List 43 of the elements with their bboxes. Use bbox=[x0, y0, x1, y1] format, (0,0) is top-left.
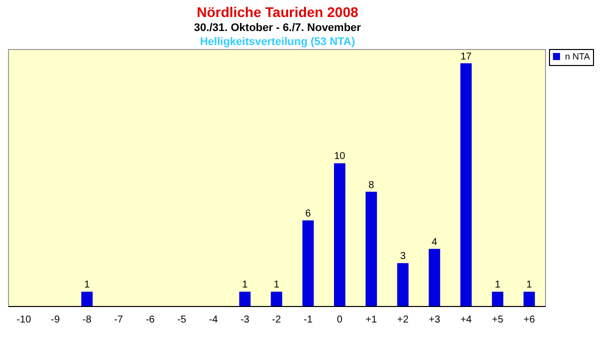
x-tick-label: -5 bbox=[177, 314, 187, 326]
bar bbox=[460, 63, 472, 306]
data-label: 17 bbox=[460, 51, 472, 62]
x-tick-label: 0 bbox=[336, 314, 343, 326]
bar bbox=[492, 292, 504, 306]
bar bbox=[239, 292, 251, 306]
bar bbox=[428, 248, 440, 306]
data-label: 1 bbox=[242, 280, 248, 291]
x-tick-label: +1 bbox=[366, 314, 378, 326]
x-tick-label: -4 bbox=[208, 314, 218, 326]
data-label: 1 bbox=[494, 280, 501, 291]
bar bbox=[524, 292, 535, 306]
bar bbox=[397, 263, 409, 306]
x-tick-label: -8 bbox=[82, 314, 92, 326]
x-tick-label: +5 bbox=[492, 314, 504, 326]
x-tick-label: -10 bbox=[16, 314, 32, 326]
data-label: 1 bbox=[526, 280, 532, 291]
x-tick-label: -9 bbox=[50, 314, 60, 326]
text: Helligkeitsverteilung (53 NTA) bbox=[198, 35, 356, 49]
data-label: 1 bbox=[84, 280, 90, 291]
bar bbox=[81, 292, 93, 306]
bar bbox=[270, 292, 282, 306]
bar bbox=[366, 192, 377, 306]
data-label: 3 bbox=[400, 251, 406, 262]
data-label: 8 bbox=[368, 180, 374, 191]
x-tick-label: -6 bbox=[146, 314, 156, 326]
x-tick-label: +4 bbox=[460, 314, 472, 326]
data-label: 10 bbox=[334, 151, 346, 162]
chart-title: Nördliche Tauriden 2008 bbox=[196, 4, 360, 21]
data-label: 1 bbox=[274, 280, 280, 291]
bar bbox=[334, 163, 346, 306]
x-tick-label: +2 bbox=[397, 314, 409, 326]
x-tick-label: +6 bbox=[524, 314, 536, 326]
x-tick-label: -2 bbox=[272, 314, 282, 326]
bar bbox=[302, 220, 314, 306]
data-label: 6 bbox=[305, 208, 312, 220]
x-tick-label: +3 bbox=[428, 314, 441, 326]
x-tick-label: -1 bbox=[304, 314, 313, 326]
legend-label: n NTA bbox=[565, 52, 590, 62]
data-label: 4 bbox=[432, 236, 438, 248]
chart-subtitle: 30./31. Oktober - 6./7. November bbox=[193, 21, 362, 35]
x-tick-label: -3 bbox=[240, 314, 250, 326]
x-tick-label: -7 bbox=[114, 314, 124, 326]
